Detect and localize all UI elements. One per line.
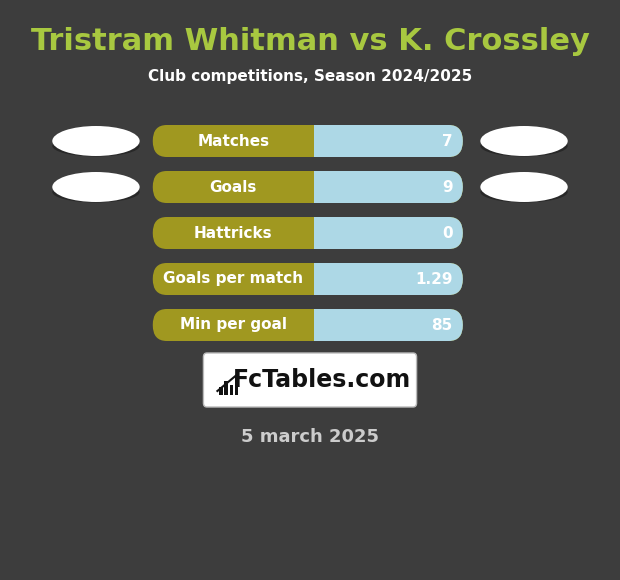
FancyBboxPatch shape [314, 263, 463, 295]
Ellipse shape [480, 172, 568, 202]
FancyBboxPatch shape [153, 125, 463, 157]
Bar [314, 309, 330, 341]
FancyBboxPatch shape [153, 309, 463, 341]
FancyBboxPatch shape [314, 171, 463, 203]
FancyBboxPatch shape [314, 217, 463, 249]
Ellipse shape [480, 126, 568, 156]
Text: FcTables.com: FcTables.com [233, 368, 411, 392]
FancyBboxPatch shape [153, 217, 463, 249]
Text: 7: 7 [442, 133, 453, 148]
Text: 1.29: 1.29 [415, 271, 453, 287]
Bar [219, 387, 223, 395]
Text: Club competitions, Season 2024/2025: Club competitions, Season 2024/2025 [148, 70, 472, 85]
Text: Goals: Goals [210, 179, 257, 194]
Text: 9: 9 [442, 179, 453, 194]
Ellipse shape [52, 172, 140, 202]
FancyBboxPatch shape [153, 171, 463, 203]
Ellipse shape [52, 136, 140, 157]
Text: 0: 0 [442, 226, 453, 241]
Bar [314, 263, 330, 295]
Bar [314, 217, 330, 249]
FancyBboxPatch shape [314, 125, 463, 157]
Ellipse shape [480, 136, 568, 157]
Text: Min per goal: Min per goal [180, 317, 287, 332]
Ellipse shape [480, 182, 568, 202]
Text: 5 march 2025: 5 march 2025 [241, 428, 379, 446]
Text: 85: 85 [431, 317, 453, 332]
Bar [224, 381, 228, 395]
FancyBboxPatch shape [203, 353, 417, 407]
Bar [314, 171, 330, 203]
Bar [235, 377, 238, 395]
Text: Matches: Matches [197, 133, 270, 148]
Text: Hattricks: Hattricks [194, 226, 273, 241]
FancyBboxPatch shape [314, 309, 463, 341]
Bar [229, 385, 233, 395]
Ellipse shape [52, 126, 140, 156]
Bar [314, 125, 330, 157]
Text: Goals per match: Goals per match [163, 271, 303, 287]
Ellipse shape [52, 182, 140, 202]
FancyBboxPatch shape [153, 263, 463, 295]
Text: Tristram Whitman vs K. Crossley: Tristram Whitman vs K. Crossley [30, 27, 590, 56]
